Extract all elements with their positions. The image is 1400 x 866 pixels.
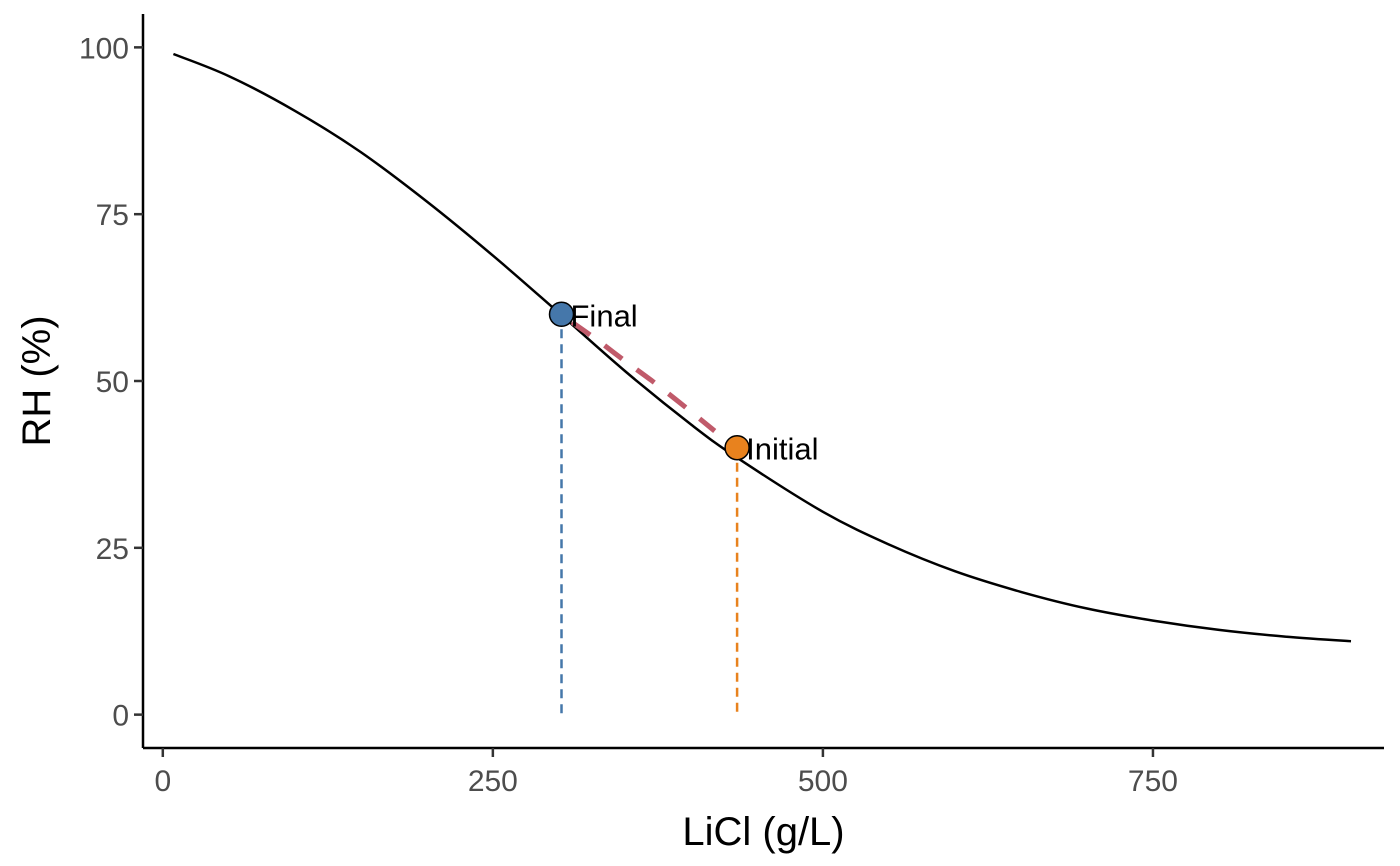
- y-tick-label: 50: [96, 366, 129, 399]
- x-tick-label: 750: [1128, 765, 1178, 798]
- points-group: Final Initial: [548, 298, 818, 467]
- y-axis-title: RH (%): [15, 315, 59, 446]
- reference-lines: [560, 314, 739, 715]
- series-curve-group: [172, 52, 1352, 643]
- data-point: [548, 301, 575, 328]
- x-axis-ticks: 0 250 500 750: [154, 748, 1178, 798]
- transition-segment-group: [570, 320, 717, 433]
- y-axis-ticks: 0 25 50 75 100: [79, 32, 143, 733]
- x-tick-label: 250: [468, 765, 518, 798]
- transition-segment: [570, 320, 717, 433]
- series-line: [172, 52, 1352, 643]
- x-axis-title: LiCl (g/L): [682, 810, 844, 854]
- x-tick-label: 0: [154, 765, 171, 798]
- point-label: Initial: [746, 432, 818, 467]
- axes: [141, 14, 1384, 750]
- point-label: Final: [571, 298, 638, 333]
- y-tick-label: 100: [79, 32, 129, 65]
- x-tick-label: 500: [798, 765, 848, 798]
- y-tick-label: 25: [96, 533, 129, 566]
- y-tick-label: 0: [112, 700, 129, 733]
- y-tick-label: 75: [96, 199, 129, 232]
- data-point: [724, 434, 750, 461]
